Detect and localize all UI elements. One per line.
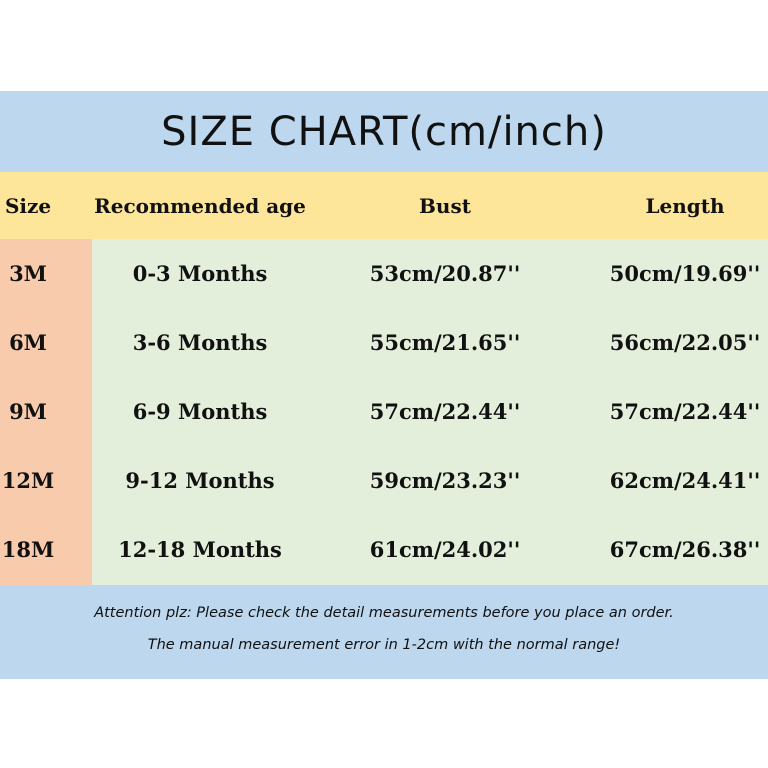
header-size: Size <box>4 193 52 218</box>
header-bust: Bust <box>419 193 471 218</box>
cell-age: 12-18 Months <box>118 537 282 562</box>
size-chart: SIZE CHART(cm/inch) Size Recommended age… <box>0 91 768 679</box>
table-header-row: Size Recommended age Bust Length <box>0 172 768 239</box>
chart-title: SIZE CHART(cm/inch) <box>161 108 607 155</box>
footer-notes-band: Attention plz: Please check the detail m… <box>0 585 768 679</box>
cell-size: 6M <box>9 330 47 355</box>
measurement-error-note: The manual measurement error in 1-2cm wi… <box>147 637 621 653</box>
cell-age: 6-9 Months <box>132 399 268 424</box>
table-row: 9M 6-9 Months 57cm/22.44'' 57cm/22.44'' <box>0 377 768 446</box>
header-length: Length <box>645 193 725 218</box>
table-row: 6M 3-6 Months 55cm/21.65'' 56cm/22.05'' <box>0 308 768 377</box>
cell-age: 9-12 Months <box>125 468 275 493</box>
cell-bust: 53cm/20.87'' <box>369 261 521 286</box>
cell-length: 67cm/26.38'' <box>609 537 761 562</box>
cell-size: 3M <box>9 261 47 286</box>
cell-length: 50cm/19.69'' <box>609 261 761 286</box>
cell-length: 57cm/22.44'' <box>609 399 761 424</box>
cell-length: 62cm/24.41'' <box>609 468 761 493</box>
cell-age: 0-3 Months <box>132 261 268 286</box>
cell-bust: 61cm/24.02'' <box>369 537 521 562</box>
title-band: SIZE CHART(cm/inch) <box>0 91 768 172</box>
table-row: 3M 0-3 Months 53cm/20.87'' 50cm/19.69'' <box>0 239 768 308</box>
attention-note: Attention plz: Please check the detail m… <box>94 605 674 621</box>
table-row: 18M 12-18 Months 61cm/24.02'' 67cm/26.38… <box>0 515 768 584</box>
cell-age: 3-6 Months <box>132 330 268 355</box>
cell-bust: 55cm/21.65'' <box>369 330 521 355</box>
header-recommended-age: Recommended age <box>94 193 306 218</box>
table-body-background <box>92 239 768 585</box>
size-column-background <box>0 239 92 585</box>
cell-bust: 59cm/23.23'' <box>369 468 521 493</box>
cell-size: 18M <box>1 537 55 562</box>
cell-bust: 57cm/22.44'' <box>369 399 521 424</box>
table-row: 12M 9-12 Months 59cm/23.23'' 62cm/24.41'… <box>0 446 768 515</box>
cell-size: 9M <box>9 399 47 424</box>
cell-length: 56cm/22.05'' <box>609 330 761 355</box>
cell-size: 12M <box>1 468 55 493</box>
